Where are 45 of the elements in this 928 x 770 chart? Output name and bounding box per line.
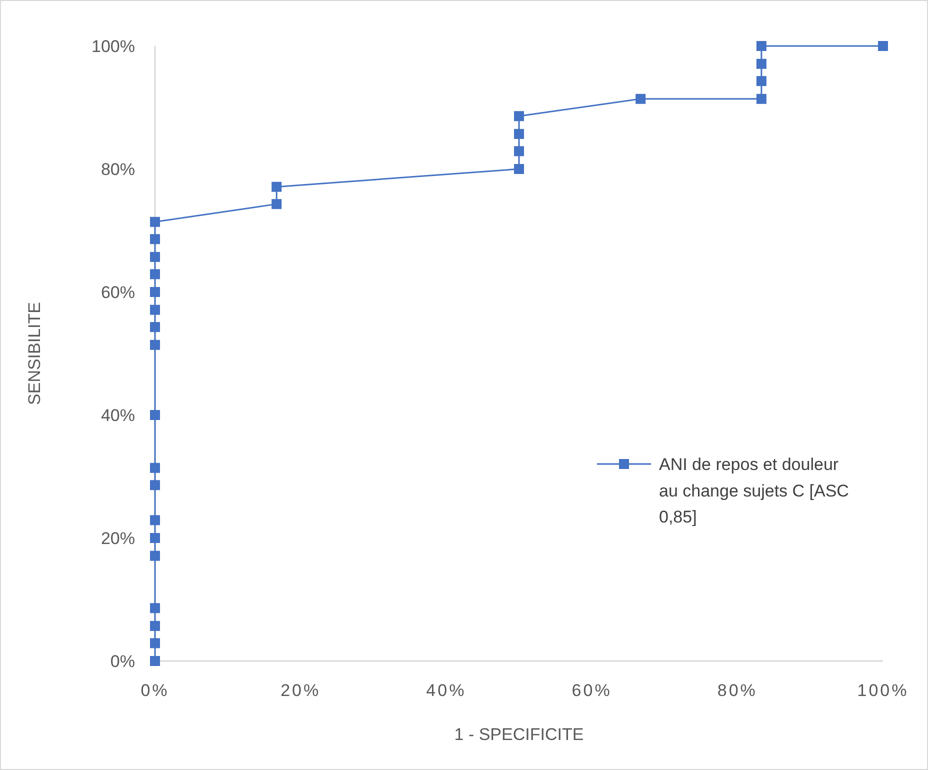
point bbox=[150, 550, 160, 561]
point bbox=[150, 656, 160, 666]
point bbox=[150, 638, 160, 648]
x-tick-label: 20% bbox=[280, 681, 321, 700]
point bbox=[272, 182, 282, 192]
x-axis-title: 1 - SPECIFICITE bbox=[454, 725, 584, 744]
point bbox=[150, 287, 160, 297]
point bbox=[150, 216, 160, 227]
point bbox=[150, 269, 160, 280]
point bbox=[636, 94, 646, 104]
y-tick-label: 100% bbox=[92, 36, 135, 56]
point bbox=[756, 58, 766, 69]
point bbox=[150, 252, 160, 262]
point bbox=[514, 146, 524, 156]
y-axis-title: SENSIBILITE bbox=[25, 302, 44, 405]
point bbox=[150, 322, 160, 332]
point bbox=[514, 111, 524, 122]
point bbox=[150, 304, 160, 315]
point bbox=[150, 620, 160, 631]
point bbox=[756, 41, 766, 51]
x-tick-label: 60% bbox=[572, 681, 612, 700]
y-tick-label: 80% bbox=[100, 160, 135, 179]
point bbox=[150, 480, 160, 490]
point bbox=[150, 462, 160, 473]
point bbox=[150, 515, 160, 526]
point bbox=[272, 199, 282, 210]
point bbox=[150, 533, 160, 543]
point bbox=[514, 128, 524, 139]
y-tick-label: 60% bbox=[100, 282, 135, 302]
point bbox=[150, 410, 160, 420]
legend-label: ANI de repos et douleur au change sujets C [ASC 0,85] bbox=[659, 454, 849, 527]
y-tick-label: 0% bbox=[110, 652, 135, 671]
x-tick-label: 40% bbox=[426, 681, 466, 700]
point bbox=[150, 234, 160, 244]
y-tick-label: 20% bbox=[100, 528, 135, 548]
point bbox=[514, 164, 524, 174]
y-tick-label: 40% bbox=[100, 406, 135, 425]
point bbox=[756, 76, 766, 86]
x-tick-label: 80% bbox=[717, 681, 758, 700]
x-tick-label: 0% bbox=[140, 681, 170, 700]
point bbox=[150, 603, 160, 614]
point bbox=[756, 94, 766, 104]
point bbox=[878, 41, 888, 51]
x-tick-label: 100% bbox=[857, 681, 909, 700]
point bbox=[150, 340, 160, 350]
